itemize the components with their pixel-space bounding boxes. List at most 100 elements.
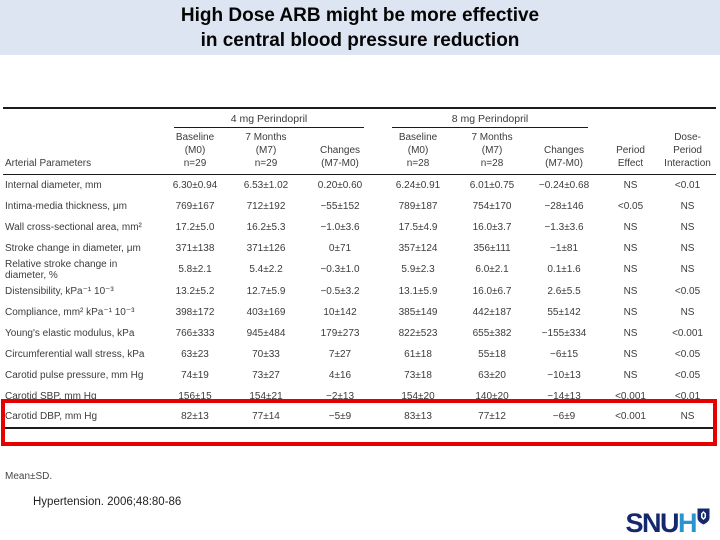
cell-value: 0.1±1.6 xyxy=(547,264,581,275)
row-label: Carotid pulse pressure, mm Hg xyxy=(5,369,144,381)
column-header-line: (M0) xyxy=(184,145,206,156)
column-header: Period Effect xyxy=(602,128,660,175)
cell-value: 82±13 xyxy=(181,411,209,422)
cell-value: 154±20 xyxy=(401,390,435,402)
row-label: Stroke change in diameter, μm xyxy=(5,242,141,254)
cell-value: NS xyxy=(623,327,638,339)
column-header: Changes (M7-M0) xyxy=(526,128,603,175)
row-label: Carotid SBP, mm Hg xyxy=(5,390,97,402)
table-row: Compliance, mm² kPa⁻¹ 10⁻³ 398±172 403±169… xyxy=(3,302,716,323)
row-label: Distensibility, kPa⁻¹ 10⁻³ xyxy=(5,285,114,297)
cell-value: −28±146 xyxy=(544,200,584,212)
row-label: Internal diameter, mm xyxy=(5,179,102,191)
cell-value: 4±16 xyxy=(328,369,352,381)
cell-value: −1.3±3.6 xyxy=(544,221,584,233)
logo-text-snu: SNU xyxy=(625,508,679,538)
cell-value: NS xyxy=(623,264,638,275)
row-label: Intima-media thickness, μm xyxy=(5,200,127,212)
column-header-line: 7 Months xyxy=(245,132,287,143)
table-row: Distensibility, kPa⁻¹ 10⁻³ 13.2±5.2 12.7±5… xyxy=(3,281,716,302)
cell-value: <0.001 xyxy=(615,411,646,422)
cell-value: −6±15 xyxy=(550,348,579,360)
column-header-line: Baseline xyxy=(175,132,215,143)
cell-value: −14±13 xyxy=(547,390,581,402)
cell-value: 13.2±5.2 xyxy=(175,285,215,297)
cell-value: 371±138 xyxy=(175,242,215,254)
cell-value: NS xyxy=(680,200,695,212)
row-label: Wall cross-sectional area, mm² xyxy=(5,221,142,233)
cell-value: 5.8±2.1 xyxy=(178,264,212,275)
cell-value: 403±169 xyxy=(246,306,286,318)
column-header-line: Period xyxy=(616,145,645,156)
cell-value: 16.2±5.3 xyxy=(246,221,286,233)
column-header-line: n=29 xyxy=(183,158,207,169)
cell-value: 154±21 xyxy=(249,390,283,402)
column-header-line: (M7) xyxy=(255,145,277,156)
cell-value: −155±334 xyxy=(541,327,587,339)
cell-value: 6.01±0.75 xyxy=(469,179,515,191)
cell-value: 73±18 xyxy=(404,369,432,381)
cell-value: 2.6±5.5 xyxy=(547,285,581,297)
cell-value: 712±192 xyxy=(246,200,286,212)
column-header-line: (M0) xyxy=(407,145,429,156)
cell-value: −10±13 xyxy=(547,369,581,381)
column-header-line: n=28 xyxy=(480,158,504,169)
column-header-line: n=29 xyxy=(254,158,278,169)
group-header-4mg-label: 4 mg Perindopril xyxy=(174,113,365,128)
cell-value: 83±13 xyxy=(404,411,432,422)
cell-value: 822±523 xyxy=(398,327,438,339)
table-row: Carotid SBP, mm Hg 156±15 154±21 −2±13 154±2… xyxy=(3,386,716,407)
cell-value: <0.01 xyxy=(674,179,701,191)
cell-value: 179±273 xyxy=(320,327,360,339)
column-header-line: n=28 xyxy=(406,158,430,169)
cell-value: −1.0±3.6 xyxy=(320,221,360,233)
table-row: Intima-media thickness, μm 769±167 712±192… xyxy=(3,196,716,217)
group-header-4mg: 4 mg Perindopril xyxy=(160,108,378,128)
column-header-row: Arterial Parameters Baseline (M0) n=29 7… xyxy=(3,128,717,175)
cell-value: <0.05 xyxy=(674,369,701,381)
cell-value: 16.0±6.7 xyxy=(472,285,512,297)
cell-value: 0±71 xyxy=(328,242,352,254)
column-header: 7 Months (M7) n=28 xyxy=(458,128,527,175)
title-band: High Dose ARB might be more effective in… xyxy=(0,0,720,55)
cell-value: 356±111 xyxy=(473,242,511,254)
cell-value: NS xyxy=(623,285,638,297)
cell-value: <0.001 xyxy=(615,390,646,402)
group-header-row: 4 mg Perindopril 8 mg Perindopril xyxy=(3,108,716,128)
cell-value: NS xyxy=(623,369,638,381)
row-label: Circumferential wall stress, kPa xyxy=(5,348,145,360)
column-header-line: Dose-Period xyxy=(673,132,702,156)
cell-value: 55±142 xyxy=(547,306,581,318)
cell-value: <0.05 xyxy=(674,285,701,297)
cell-value: 385±149 xyxy=(398,306,438,318)
cell-value: −0.24±0.68 xyxy=(538,179,590,191)
cell-value: 77±14 xyxy=(252,411,280,422)
table-row: Circumferential wall stress, kPa 63±23 70±… xyxy=(3,344,716,365)
cell-value: 70±33 xyxy=(252,348,280,360)
cell-value: 63±20 xyxy=(478,369,506,381)
cell-value: NS xyxy=(680,242,695,254)
cell-value: 6.30±0.94 xyxy=(172,179,218,191)
cell-value: 357±124 xyxy=(398,242,438,254)
column-header-line: Changes xyxy=(544,145,585,156)
group-header-spacer-right xyxy=(602,108,716,128)
cell-value: NS xyxy=(623,306,638,318)
cell-value: 6.53±1.02 xyxy=(243,179,289,191)
snuh-logo: SNU H xyxy=(625,508,710,538)
column-header: Baseline (M0) n=28 xyxy=(378,128,459,175)
page-title-line1: High Dose ARB might be more effective xyxy=(180,5,540,26)
cell-value: NS xyxy=(623,348,638,360)
table-row: Carotid DBP, mm Hg 82±13 77±14 −5±9 83±13 77±… xyxy=(3,407,716,428)
column-header-row-label: Arterial Parameters xyxy=(3,128,160,175)
table-row: Internal diameter, mm 6.30±0.94 6.53±1.02 0… xyxy=(3,175,716,196)
column-header: 7 Months (M7) n=29 xyxy=(230,128,302,175)
cell-value: 73±27 xyxy=(252,369,280,381)
column-header: Dose-Period Interaction xyxy=(659,128,717,175)
cell-value: 769±167 xyxy=(175,200,215,212)
table-row: Wall cross-sectional area, mm² 17.2±5.0 16… xyxy=(3,217,716,238)
cell-value: 156±15 xyxy=(178,390,212,402)
logo-text-h: H xyxy=(678,508,698,538)
cell-value: −2±13 xyxy=(326,390,355,402)
snuh-shield-icon xyxy=(697,508,710,525)
